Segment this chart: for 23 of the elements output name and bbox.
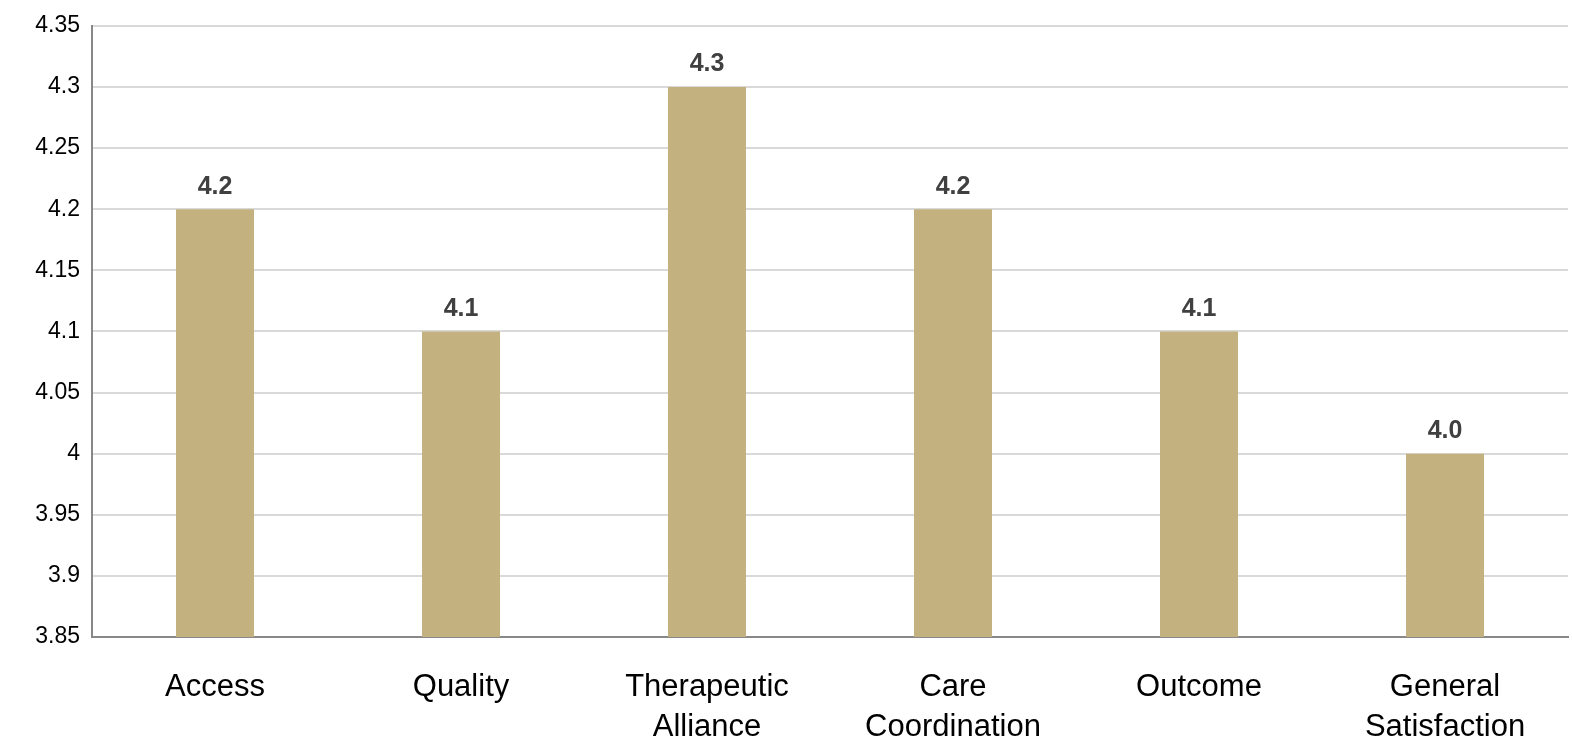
y-tick-label: 4.35 [35,11,80,38]
data-label: 4.3 [689,48,725,77]
data-label: 4.2 [935,170,971,199]
y-tick-label: 4.1 [48,316,80,343]
x-tick-label: Care Coordination [865,667,1041,743]
y-tick-label: 4.25 [35,133,80,160]
x-tick-label: Access [165,667,265,703]
y-tick-label: 4.15 [35,255,80,282]
y-tick-label: 4 [67,438,81,465]
data-label: 4.0 [1427,415,1463,444]
x-tick-label: General Satisfaction [1364,667,1526,743]
y-tick-label: 4.2 [48,194,80,221]
data-label: 4.1 [1181,292,1217,321]
y-tick-label: 3.95 [35,500,80,527]
data-label: 4.2 [197,170,233,199]
x-tick-label: Therapeutic Alliance [625,667,789,743]
y-tick-label: 4.3 [48,72,80,99]
data-label: 4.1 [443,292,479,321]
x-tick-label: Outcome [1136,667,1262,703]
x-tick-label: Quality [412,667,510,703]
y-tick-label: 3.9 [48,561,80,588]
y-tick-label: 4.05 [35,377,80,404]
y-tick-label: 3.85 [35,622,80,649]
